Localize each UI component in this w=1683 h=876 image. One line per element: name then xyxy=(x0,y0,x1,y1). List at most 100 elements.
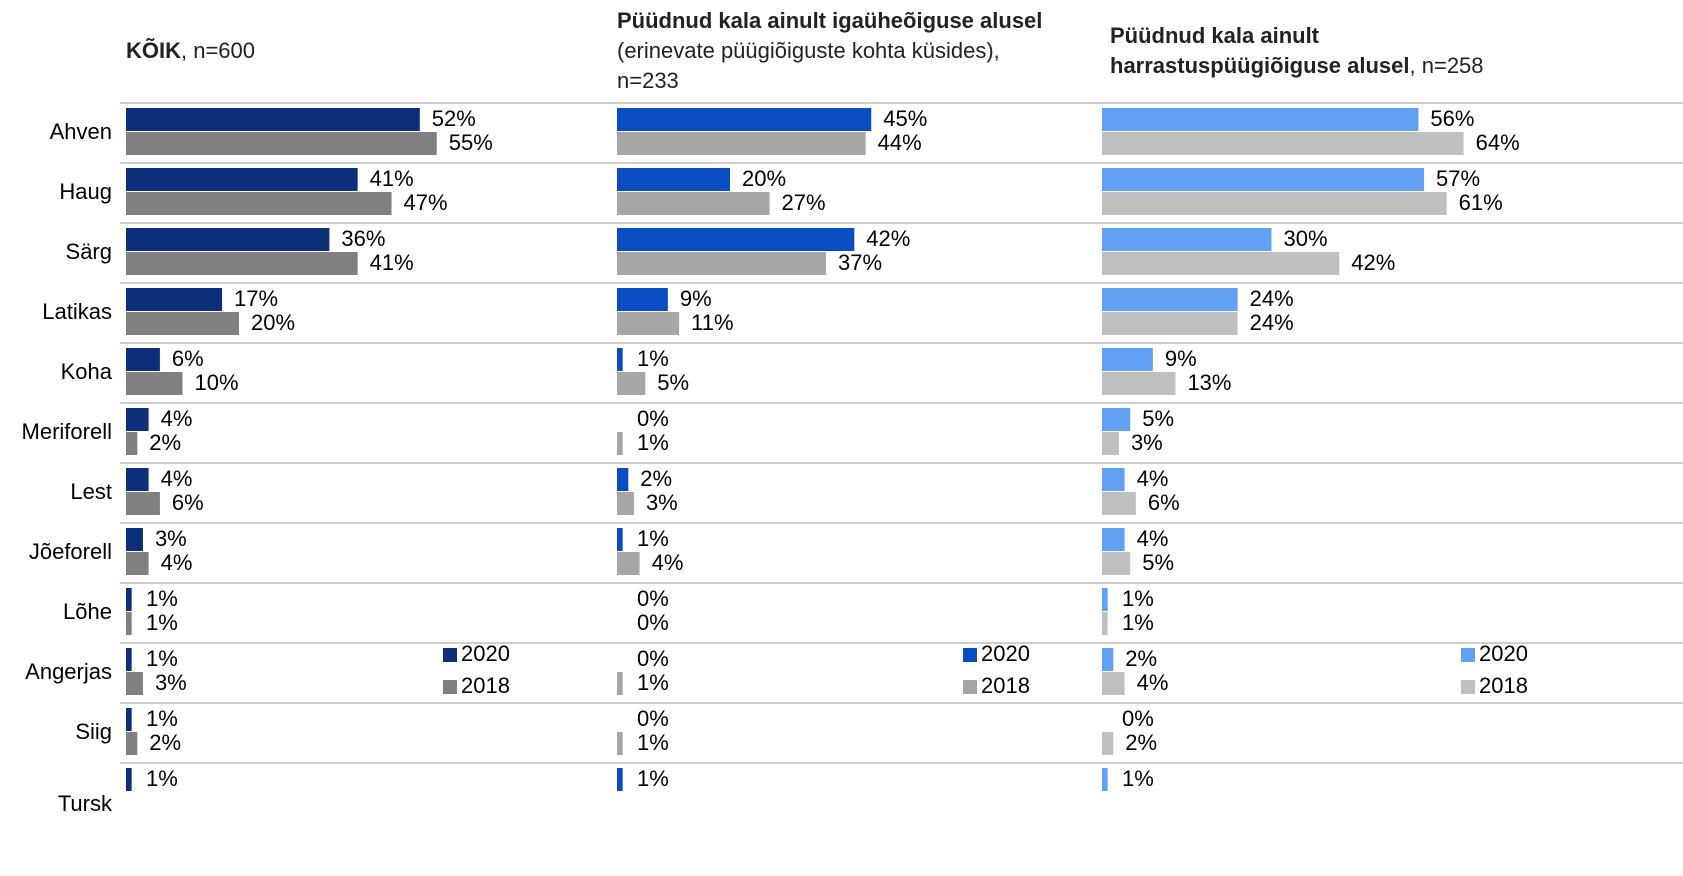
bar xyxy=(126,648,132,671)
bar xyxy=(126,192,392,215)
legend-swatch xyxy=(443,648,457,662)
bar xyxy=(126,732,138,755)
value-label: 1% xyxy=(146,646,178,671)
bar xyxy=(1102,372,1176,395)
bar xyxy=(126,768,132,791)
value-label: 4% xyxy=(1137,466,1169,491)
bar xyxy=(126,432,138,455)
title-rest: , n=600 xyxy=(181,38,256,63)
bar xyxy=(1102,672,1125,695)
bar xyxy=(1102,168,1425,191)
value-label: 0% xyxy=(637,586,669,611)
legend-label: 2018 xyxy=(981,673,1030,698)
bar xyxy=(617,348,623,371)
value-label: 6% xyxy=(172,490,204,515)
category-label: Ahven xyxy=(50,119,112,144)
bar xyxy=(1102,348,1153,371)
bar xyxy=(126,132,437,155)
value-label: 47% xyxy=(404,190,448,215)
value-label: 1% xyxy=(146,610,178,635)
bar xyxy=(617,228,855,251)
value-label: 1% xyxy=(1122,610,1154,635)
bar xyxy=(1102,432,1119,455)
value-label: 4% xyxy=(1137,526,1169,551)
value-label: 13% xyxy=(1187,370,1231,395)
value-label: 27% xyxy=(782,190,826,215)
value-label: 4% xyxy=(161,466,193,491)
bar xyxy=(1102,768,1108,791)
value-label: 0% xyxy=(637,610,669,635)
panel-title: KÕIK, n=600 xyxy=(126,36,566,66)
value-label: 20% xyxy=(251,310,295,335)
bar xyxy=(126,552,149,575)
bar xyxy=(617,552,640,575)
bar xyxy=(617,312,680,335)
bar xyxy=(126,348,160,371)
bar xyxy=(617,528,623,551)
value-label: 55% xyxy=(449,130,493,155)
value-label: 0% xyxy=(1122,706,1154,731)
category-label: Tursk xyxy=(58,791,113,816)
value-label: 64% xyxy=(1476,130,1520,155)
bar xyxy=(126,228,330,251)
bar xyxy=(1102,288,1238,311)
value-label: 0% xyxy=(637,406,669,431)
bar xyxy=(1102,588,1108,611)
value-label: 9% xyxy=(680,286,712,311)
bar xyxy=(617,468,629,491)
category-label: Angerjas xyxy=(25,659,112,684)
legend-label: 2020 xyxy=(461,641,510,666)
value-label: 0% xyxy=(637,706,669,731)
bar xyxy=(617,432,623,455)
category-label: Lest xyxy=(70,479,112,504)
legend-swatch xyxy=(1461,648,1475,662)
value-label: 1% xyxy=(637,730,669,755)
bar xyxy=(126,372,183,395)
value-label: 2% xyxy=(1125,646,1157,671)
bar xyxy=(126,492,160,515)
value-label: 1% xyxy=(1122,586,1154,611)
value-label: 1% xyxy=(146,706,178,731)
legend-label: 2018 xyxy=(461,673,510,698)
value-label: 37% xyxy=(838,250,882,275)
value-label: 4% xyxy=(1137,670,1169,695)
value-label: 1% xyxy=(637,766,669,791)
bar xyxy=(1102,468,1125,491)
value-label: 3% xyxy=(646,490,678,515)
title-bold: Püüdnud kala ainult harrastuspüügiõiguse… xyxy=(1110,23,1410,78)
value-label: 11% xyxy=(691,310,733,335)
title-rest: (erinevate püügiõiguste kohta küsides), … xyxy=(617,38,1000,93)
value-label: 44% xyxy=(878,130,922,155)
legend-label: 2020 xyxy=(1479,641,1528,666)
value-label: 4% xyxy=(161,406,193,431)
title-bold: KÕIK xyxy=(126,38,181,63)
value-label: 42% xyxy=(1351,250,1395,275)
value-label: 2% xyxy=(640,466,672,491)
category-label: Särg xyxy=(66,239,112,264)
value-label: 41% xyxy=(370,166,414,191)
bar xyxy=(126,168,358,191)
category-label: Meriforell xyxy=(22,419,112,444)
value-label: 4% xyxy=(652,550,684,575)
category-label: Jõeforell xyxy=(29,539,112,564)
category-label: Siig xyxy=(75,719,112,744)
value-label: 1% xyxy=(146,766,178,791)
bar xyxy=(617,372,646,395)
bar xyxy=(617,252,827,275)
bar xyxy=(1102,192,1447,215)
bar xyxy=(126,528,143,551)
value-label: 1% xyxy=(637,430,669,455)
bar xyxy=(126,252,358,275)
value-label: 42% xyxy=(866,226,910,251)
legend-swatch xyxy=(963,648,977,662)
value-label: 1% xyxy=(637,670,669,695)
bar xyxy=(1102,228,1272,251)
bar xyxy=(617,192,770,215)
value-label: 4% xyxy=(161,550,193,575)
bar xyxy=(1102,732,1114,755)
value-label: 2% xyxy=(149,730,181,755)
value-label: 57% xyxy=(1436,166,1480,191)
value-label: 36% xyxy=(341,226,385,251)
legend-label: 2018 xyxy=(1479,673,1528,698)
